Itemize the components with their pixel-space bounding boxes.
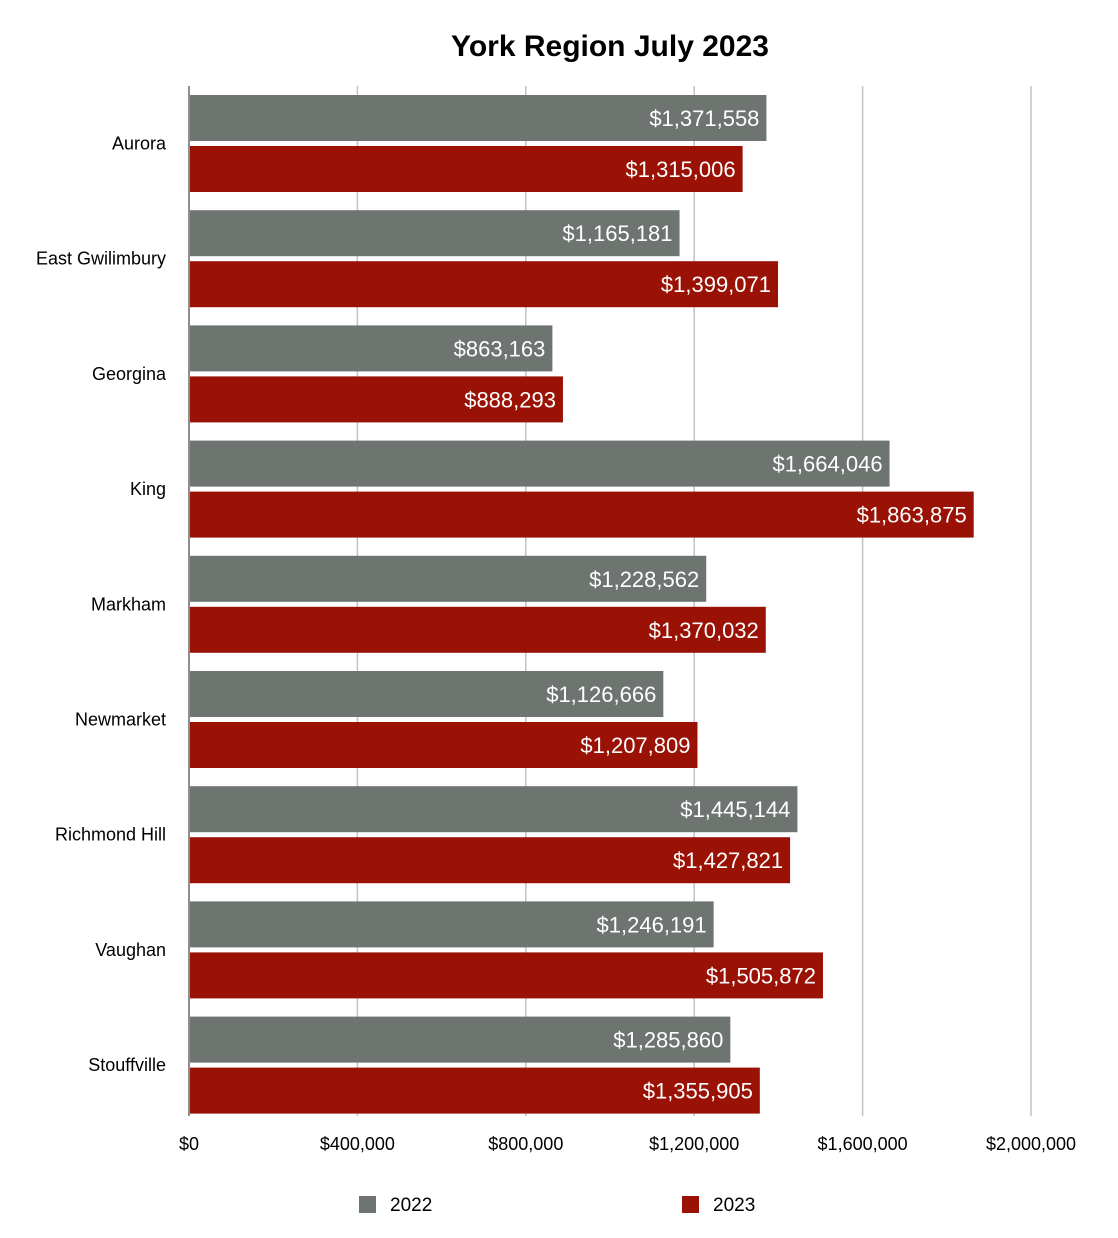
- bar-2022: [190, 786, 798, 833]
- bar-2022: [190, 901, 714, 948]
- x-tick-label: $400,000: [320, 1134, 395, 1154]
- x-tick-label: $0: [179, 1134, 199, 1154]
- category-label: Stouffville: [88, 1055, 166, 1075]
- bar-2023: [190, 376, 563, 423]
- category-label: East Gwilimbury: [36, 249, 166, 269]
- bar-2023: [190, 146, 743, 192]
- category-label: Richmond Hill: [55, 825, 166, 845]
- bar-2022: [190, 555, 707, 602]
- category-label: Markham: [91, 594, 166, 614]
- x-tick-label: $2,000,000: [986, 1134, 1076, 1154]
- bar-2022: [190, 671, 664, 717]
- bar-value-label: $1,664,046: [772, 452, 882, 477]
- legend-swatch-2023: [682, 1196, 699, 1213]
- bar-value-label: $888,293: [464, 387, 556, 412]
- category-labels: Aurora East Gwilimbury Georgina King Markham…: [36, 134, 167, 1076]
- bar-value-label: $1,370,032: [649, 618, 759, 643]
- bar-value-label: $1,427,821: [673, 848, 783, 873]
- bar-value-label: $1,228,562: [589, 567, 699, 592]
- category-label: Aurora: [112, 134, 167, 154]
- x-tick-label: $800,000: [488, 1134, 563, 1154]
- bar-value-label: $1,315,006: [626, 157, 736, 182]
- bar-value-label: $1,165,181: [562, 221, 672, 246]
- bar-2023: [190, 491, 974, 538]
- bar-2022: [190, 210, 680, 257]
- bar-2023: [190, 1067, 760, 1114]
- category-label: Georgina: [92, 364, 167, 384]
- legend-label: 2022: [390, 1195, 432, 1216]
- bar-2022: [190, 440, 890, 487]
- legend: 2022 2023: [359, 1195, 755, 1216]
- bar-value-label: $1,863,875: [857, 503, 967, 528]
- bar-value-label: $1,505,872: [706, 963, 816, 988]
- bars: $1,371,558 $1,315,006 $1,165,181 $1,399,071…: [190, 95, 974, 1114]
- bar-value-label: $1,246,191: [597, 912, 707, 937]
- bar-2022: [190, 325, 553, 372]
- bar-value-label: $1,445,144: [680, 797, 790, 822]
- bar-2022: [190, 95, 767, 141]
- chart-title: York Region July 2023: [451, 30, 769, 63]
- bar-2023: [190, 261, 779, 308]
- bar-2023: [190, 837, 791, 884]
- x-axis-ticks: $0 $400,000 $800,000 $1,200,000 $1,600,000 $2…: [179, 1134, 1076, 1154]
- bar-value-label: $1,285,860: [613, 1028, 723, 1053]
- x-tick-label: $1,200,000: [649, 1134, 739, 1154]
- bar-value-label: $1,355,905: [643, 1079, 753, 1104]
- category-label: Vaughan: [95, 940, 166, 960]
- category-label: King: [130, 479, 166, 499]
- bar-2023: [190, 606, 766, 653]
- bar-value-label: $1,126,666: [546, 682, 656, 707]
- bar-value-label: $1,371,558: [649, 106, 759, 131]
- bar-value-label: $1,207,809: [580, 733, 690, 758]
- bar-2022: [190, 1016, 731, 1063]
- bar-value-label: $863,163: [454, 336, 546, 361]
- x-tick-label: $1,600,000: [818, 1134, 908, 1154]
- legend-swatch-2022: [359, 1196, 376, 1213]
- category-label: Newmarket: [75, 710, 166, 730]
- legend-label: 2023: [713, 1195, 755, 1216]
- bar-value-label: $1,399,071: [661, 272, 771, 297]
- bar-2023: [190, 722, 698, 768]
- bar-2023: [190, 952, 823, 999]
